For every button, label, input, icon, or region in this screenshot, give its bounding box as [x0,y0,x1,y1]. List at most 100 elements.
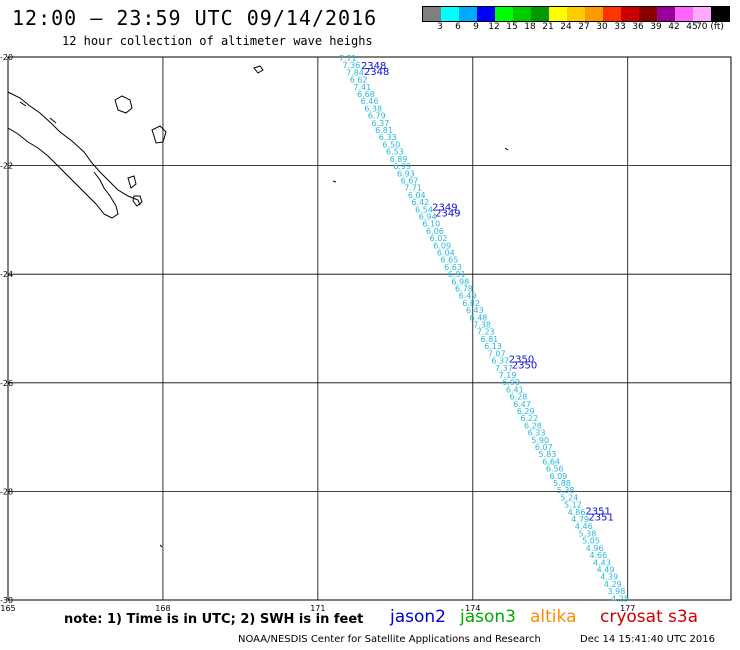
swh-reading: 7.38 [473,321,491,330]
map-frame [7,56,732,601]
pass-label: 2351 [588,512,613,523]
swh-reading: 4.66 [589,551,607,560]
pass-label: 2348 [361,61,386,72]
legend-label: 24 [560,22,572,32]
swh-reading: 5.38 [579,529,597,538]
swh-reading: 6.81 [480,335,498,344]
units-note: note: 1) Time is in UTC; 2) SWH is in fe… [64,612,364,627]
latitude-label: -28 [0,487,13,496]
swh-reading: 6.33 [379,133,397,142]
latitude-label: -20 [0,53,13,62]
swh-reading: 6.29 [517,407,535,416]
pass-label: 2351 [585,506,610,517]
legend-swatch [459,7,477,21]
small-island-b [504,147,509,151]
swh-reading: 7.71 [339,54,357,63]
legend-label: 33 [614,22,626,32]
map-subtitle: 12 hour collection of altimeter wave hei… [62,34,373,48]
swh-reading: 5.83 [539,450,557,459]
swh-reading: 6.50 [382,140,400,149]
swh-reading: 6.78 [455,285,473,294]
swh-reading: 6.37 [372,119,390,128]
swh-reading: 6.56 [546,465,564,474]
swh-reading: 4.46 [575,522,593,531]
legend-label: 27 [578,22,590,32]
swh-reading: 7.19 [499,371,517,380]
pass-label: 2349 [435,208,460,219]
swh-reading: 6.54 [415,205,433,214]
swh-reading: 6.99 [502,378,520,387]
swh-reading: 6.53 [386,148,404,157]
legend-swatch [603,7,621,21]
map-title: 12:00 – 23:59 UTC 09/14/2016 [12,6,378,30]
swh-reading: 5.90 [531,436,549,445]
legend-swatch [621,7,639,21]
swh-reading: 6.48 [470,313,488,322]
swh-reading: 6.67 [401,176,419,185]
legend-swatch [639,7,657,21]
longitude-label: 177 [620,604,635,613]
swh-reading: 5.12 [564,501,582,510]
swh-reading: 7.71 [404,184,422,193]
loyalty-islands [114,95,167,189]
swh-reading: 4.86 [568,508,586,517]
swh-reading: 6.38 [364,104,382,113]
swh-reading: 6.46 [361,97,379,106]
swh-reading: 6.02 [430,234,448,243]
lat-lon-grid [7,56,732,601]
swh-reading: 6.93 [397,169,415,178]
satellite-name-jason2: jason2 [390,607,446,627]
swh-reading: 6.99 [393,162,411,171]
swh-reading: 6.04 [437,249,455,258]
swh-reading: 6.62 [350,76,368,85]
swh-reading: 6.13 [484,342,502,351]
swh-reading: 6.42 [411,198,429,207]
small-island-c [159,544,163,548]
legend-label: 36 [632,22,644,32]
swh-reading: 6.94 [419,212,437,221]
swh-reading: 4.25 [611,594,629,603]
swh-reading: 6.89 [390,155,408,164]
longitude-label: 168 [155,604,170,613]
legend-label: 70 (ft) [696,22,724,32]
legend-swatch [675,7,693,21]
legend-label: 15 [506,22,518,32]
swh-reading: 4.49 [597,565,615,574]
swh-reading: 4.79 [571,515,589,524]
generation-timestamp: Dec 14 15:41:40 UTC 2016 [580,634,715,645]
coastline [7,65,509,548]
legend-swatch [549,7,567,21]
legend-swatch [711,7,729,21]
legend-swatch [513,7,531,21]
legend-label: 30 [596,22,608,32]
legend-swatch [531,7,549,21]
swh-reading: 6.09 [549,472,567,481]
legend-label: 45 [686,22,698,32]
longitude-label: 165 [0,604,15,613]
pass-label: 2350 [509,354,534,365]
legend-label: 12 [488,22,500,32]
swh-reading: 7.23 [477,328,495,337]
satellite-name-altika: altika [530,607,577,627]
satellite-name-jason3: jason3 [460,607,516,627]
swh-reading: 4.96 [586,544,604,553]
legend-swatch [495,7,513,21]
legend-label: 18 [524,22,536,32]
swh-reading: 6.49 [459,292,477,301]
pass-label: 2348 [364,67,389,78]
swh-reading: 6.06 [426,227,444,236]
swh-reading: 6.33 [528,429,546,438]
legend-label: 9 [473,22,479,32]
swh-reading: 7.37 [495,364,513,373]
legend-swatch [477,7,495,21]
legend-swatch [567,7,585,21]
swh-reading: 6.07 [535,443,553,452]
latitude-label: -30 [0,596,13,605]
latitude-label: -26 [0,379,13,388]
latitude-label: -24 [0,270,13,279]
swh-reading: 7.07 [488,349,506,358]
swh-reading: 6.10 [422,220,440,229]
longitude-label: 174 [465,604,480,613]
jason2-track: 7.717.367.846.627.416.686.466.386.796.37… [339,54,629,603]
swh-reading: 6.68 [357,90,375,99]
